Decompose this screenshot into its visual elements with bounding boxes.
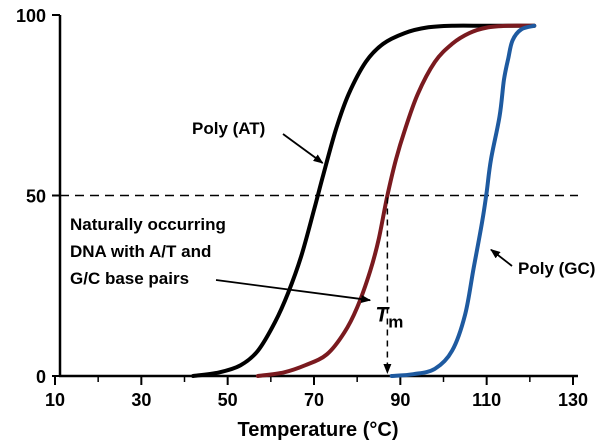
x-axis-ticks: 10 30 50 70 90 110 130 [45, 376, 588, 410]
x-tick-label-50: 50 [218, 390, 238, 410]
natural-dna-label-line-1: Naturally occurring [70, 215, 226, 234]
natural-dna-label: Naturally occurring DNA with A/T and G/C… [70, 215, 226, 288]
x-tick-label-130: 130 [558, 390, 588, 410]
tm-subscript: m [388, 313, 403, 332]
poly-at-curve [191, 23, 537, 378]
tm-symbol: T [375, 304, 390, 327]
poly-gc-curve [389, 23, 537, 378]
tm-label: Tm [375, 304, 403, 332]
y-tick-label-50: 50 [26, 187, 46, 207]
x-tick-label-90: 90 [390, 390, 410, 410]
x-tick-label-10: 10 [45, 390, 65, 410]
y-tick-label-100: 100 [16, 6, 46, 26]
natural-dna-label-line-2: DNA with A/T and [70, 242, 211, 261]
poly-gc-label: Poly (GC) [518, 259, 595, 278]
y-tick-label-0: 0 [36, 367, 46, 387]
natural-dna-arrow [215, 279, 372, 303]
natural-dna-label-line-3: G/C base pairs [70, 269, 189, 288]
x-tick-label-110: 110 [472, 390, 501, 410]
poly-at-label: Poly (AT) [192, 119, 265, 138]
poly-at-arrow [282, 133, 324, 164]
poly-gc-arrow [490, 248, 513, 267]
x-axis-title: Temperature (°C) [238, 419, 399, 441]
x-tick-label-70: 70 [304, 390, 324, 410]
natural-dna-curve [255, 23, 537, 378]
series-curves [191, 23, 537, 378]
y-axis-ticks: 0 50 100 [16, 6, 60, 387]
x-tick-label-30: 30 [131, 390, 151, 410]
